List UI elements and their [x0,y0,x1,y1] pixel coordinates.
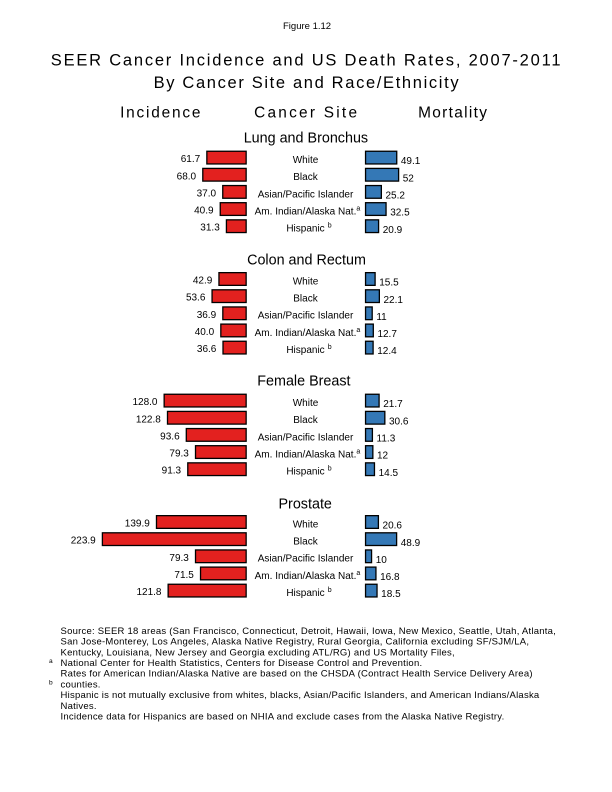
svg-text:Prostate: Prostate [278,496,331,512]
svg-text:Figure 1.12: Figure 1.12 [283,21,331,32]
svg-text:48.9: 48.9 [401,538,421,549]
svg-text:79.3: 79.3 [169,449,189,460]
svg-text:Source: SEER 18 areas (San Fra: Source: SEER 18 areas (San Francisco, Co… [61,626,557,637]
svg-text:128.0: 128.0 [132,397,157,408]
svg-text:21.7: 21.7 [383,399,403,410]
svg-text:16.8: 16.8 [380,572,400,583]
svg-text:12.7: 12.7 [377,329,397,340]
svg-text:Hispanic: Hispanic [286,224,324,235]
svg-text:10: 10 [376,555,388,566]
svg-text:Female Breast: Female Breast [257,373,350,389]
svg-text:223.9: 223.9 [71,536,96,547]
svg-text:14.5: 14.5 [379,468,399,479]
svg-text:42.9: 42.9 [193,276,213,287]
svg-text:79.3: 79.3 [169,553,189,564]
svg-text:32.5: 32.5 [390,208,410,219]
svg-text:Asian/Pacific Islander: Asian/Pacific Islander [258,554,354,565]
svg-text:49.1: 49.1 [401,156,421,167]
svg-text:36.6: 36.6 [197,344,217,355]
svg-text:53.6: 53.6 [186,293,206,304]
svg-text:White: White [293,398,319,409]
svg-text:Black: Black [293,172,318,183]
svg-text:Lung and Bronchus: Lung and Bronchus [244,130,368,146]
svg-text:40.0: 40.0 [195,327,215,338]
svg-text:b: b [328,587,332,594]
svg-text:Black: Black [293,294,318,305]
svg-text:Hispanic: Hispanic [286,467,324,478]
svg-text:139.9: 139.9 [125,519,150,530]
svg-text:30.6: 30.6 [389,416,409,427]
svg-text:SEER Cancer Incidence and US D: SEER Cancer Incidence and US Death Rates… [51,52,562,70]
svg-text:White: White [293,519,319,530]
svg-text:61.7: 61.7 [181,154,201,165]
svg-text:40.9: 40.9 [194,206,214,217]
svg-text:11.3: 11.3 [377,434,396,445]
svg-text:Am. Indian/Alaska Nat.: Am. Indian/Alaska Nat. [255,206,357,217]
svg-text:Hispanic: Hispanic [286,588,324,599]
svg-text:Black: Black [293,415,318,426]
svg-text:Am. Indian/Alaska Nat.: Am. Indian/Alaska Nat. [255,449,357,460]
svg-text:15.5: 15.5 [379,278,399,289]
svg-text:b: b [328,466,332,473]
svg-text:22.1: 22.1 [384,295,404,306]
svg-text:Incidence: Incidence [120,105,202,122]
svg-text:11: 11 [376,312,387,323]
svg-text:20.9: 20.9 [383,225,403,236]
svg-text:Rates for American Indian/Alas: Rates for American Indian/Alaska Native … [61,669,533,680]
svg-text:Colon and Rectum: Colon and Rectum [247,253,366,269]
svg-text:Hispanic is not mutually exclu: Hispanic is not mutually exclusive from … [61,690,540,701]
svg-text:Asian/Pacific Islander: Asian/Pacific Islander [258,189,354,200]
svg-text:Kentucky, Louisiana, New Jerse: Kentucky, Louisiana, New Jersey and Geor… [61,647,455,658]
svg-text:52: 52 [403,173,415,184]
svg-text:Asian/Pacific Islander: Asian/Pacific Islander [258,311,354,322]
svg-text:b: b [49,680,53,687]
svg-text:68.0: 68.0 [177,171,197,182]
svg-text:White: White [293,276,319,287]
svg-text:a: a [356,570,360,577]
svg-text:b: b [328,223,332,230]
svg-text:a: a [356,327,360,334]
svg-text:Cancer Site: Cancer Site [254,105,359,122]
svg-text:36.9: 36.9 [197,310,217,321]
svg-text:Black: Black [293,537,318,548]
svg-text:Am. Indian/Alaska Nat.: Am. Indian/Alaska Nat. [255,571,357,582]
svg-text:122.8: 122.8 [136,414,161,425]
svg-text:121.8: 121.8 [136,587,161,598]
svg-text:Hispanic: Hispanic [286,345,324,356]
svg-text:By Cancer Site and Race/Ethnic: By Cancer Site and Race/Ethnicity [154,74,461,92]
svg-text:12.4: 12.4 [377,346,397,357]
svg-text:91.3: 91.3 [162,466,182,477]
svg-text:San Jose-Monterey, Los Angeles: San Jose-Monterey, Los Angeles, Alaska N… [61,637,530,648]
svg-text:71.5: 71.5 [174,570,194,581]
svg-text:a: a [356,205,360,212]
svg-text:Am. Indian/Alaska Nat.: Am. Indian/Alaska Nat. [255,328,357,339]
svg-text:20.6: 20.6 [383,521,403,532]
svg-text:National Center for Health Sta: National Center for Health Statistics, C… [61,658,423,669]
svg-text:25.2: 25.2 [386,191,406,202]
svg-text:Incidence data for Hispanics a: Incidence data for Hispanics are based o… [61,712,505,723]
svg-text:37.0: 37.0 [197,188,217,199]
svg-text:counties.: counties. [61,679,101,690]
svg-text:a: a [356,448,360,455]
svg-text:a: a [49,658,53,665]
svg-text:18.5: 18.5 [381,589,401,600]
svg-text:31.3: 31.3 [200,223,220,234]
svg-text:12: 12 [377,451,389,462]
svg-text:Asian/Pacific Islander: Asian/Pacific Islander [258,432,354,443]
svg-text:93.6: 93.6 [160,431,180,442]
svg-text:b: b [328,344,332,351]
svg-text:Mortality: Mortality [418,105,488,122]
svg-text:Natives.: Natives. [61,701,97,712]
svg-text:White: White [293,155,319,166]
